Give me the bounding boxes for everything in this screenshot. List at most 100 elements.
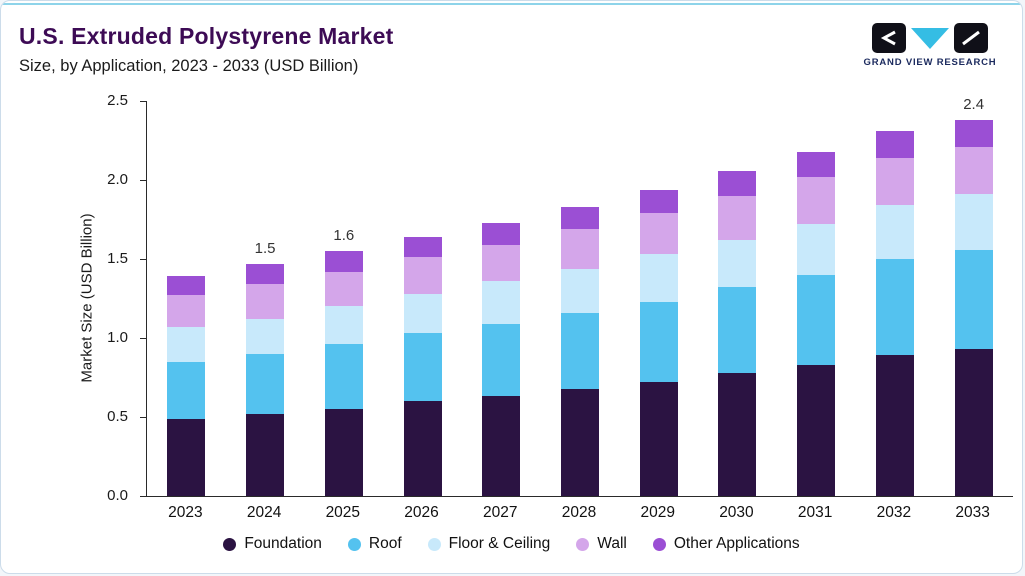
legend-item-foundation: Foundation [223, 535, 322, 553]
x-tick-label-2031: 2031 [797, 504, 833, 521]
legend-label: Floor & Ceiling [448, 535, 551, 552]
bar-segment-floor-ceiling [246, 319, 285, 354]
bar-segment-other-applications [324, 251, 363, 272]
bar-segment-wall [324, 271, 363, 307]
legend-label: Foundation [244, 535, 322, 552]
bar-segment-foundation [324, 409, 363, 496]
bar-segment-floor-ceiling [718, 240, 757, 288]
bar-segment-roof [797, 274, 836, 365]
bar-segment-roof [561, 312, 599, 389]
bar-segment-foundation [797, 364, 836, 496]
bar-segment-floor-ceiling [403, 293, 442, 334]
bar-segment-foundation [482, 396, 521, 496]
x-tick-label-2029: 2029 [640, 504, 675, 521]
legend-dot-icon [223, 537, 237, 551]
bar-segment-wall [718, 195, 757, 241]
legend-label: Wall [597, 535, 627, 552]
y-axis: 0.0 0.5 1.0 1.5 2.0 2.5 [1, 92, 146, 504]
bar-segment-wall [797, 176, 836, 225]
x-tick-label-2027: 2027 [483, 504, 518, 521]
bar-2031 [797, 151, 836, 496]
y-tick-mark [140, 496, 146, 497]
y-tick-mark [140, 180, 146, 181]
bar-segment-other-applications [954, 119, 993, 147]
x-axis-labels: 2023 2024 2025 2026 2027 2028 2029 2030 2031 2032… [146, 504, 1012, 526]
bar-segment-floor-ceiling [167, 326, 206, 362]
bar-2026 [403, 236, 442, 496]
top-accent-line [1, 3, 1022, 5]
y-tick-label-2.0: 2.0 [107, 171, 128, 188]
y-tick-label-0.5: 0.5 [107, 408, 128, 425]
legend-dot-icon [576, 537, 590, 551]
bar-value-label-2025: 1.6 [333, 227, 355, 245]
bar-segment-floor-ceiling [954, 194, 993, 250]
legend-item-wall: Wall [576, 535, 627, 553]
y-tick-label-1.0: 1.0 [107, 329, 128, 346]
bar-segment-floor-ceiling [639, 254, 678, 302]
grand-view-research-logo: GRAND VIEW RESEARCH [854, 23, 1006, 68]
x-tick-label-2032: 2032 [876, 504, 912, 521]
bar-segment-wall [167, 295, 206, 327]
chart-header: U.S. Extruded Polystyrene Market Size, b… [19, 23, 394, 76]
legend-label: Other Applications [673, 535, 800, 552]
bar-segment-floor-ceiling [797, 224, 836, 275]
bar-segment-wall [482, 244, 521, 282]
legend-item-other-applications: Other Applications [652, 535, 800, 553]
bar-segment-foundation [246, 413, 285, 496]
bar-segment-other-applications [561, 206, 599, 229]
bar-segment-foundation [403, 401, 442, 496]
bar-segment-roof [403, 333, 442, 402]
y-tick-mark [140, 101, 146, 102]
legend-dot-icon [347, 537, 361, 551]
bar-segment-roof [167, 361, 206, 419]
bar-segment-other-applications [403, 236, 442, 258]
plot-area: 1.5 1.6 2.4 [146, 96, 1013, 497]
bar-2033 [954, 119, 993, 496]
x-tick-label-2023: 2023 [168, 504, 203, 521]
legend-item-floor-ceiling: Floor & Ceiling [427, 535, 551, 553]
x-tick-label-2033: 2033 [955, 504, 990, 521]
y-tick-label-2.5: 2.5 [107, 92, 128, 109]
bar-segment-roof [246, 353, 285, 414]
bar-2025 [324, 251, 363, 496]
bar-segment-wall [875, 157, 914, 206]
x-tick-label-2028: 2028 [561, 504, 597, 521]
y-tick-mark [140, 417, 146, 418]
bar-segment-other-applications [246, 263, 285, 285]
chart-legend: Foundation Roof Floor & Ceiling Wall Other A… [1, 535, 1022, 553]
page-subtitle: Size, by Application, 2023 - 2033 (USD B… [19, 57, 359, 75]
bar-segment-floor-ceiling [324, 306, 363, 345]
bar-segment-other-applications [167, 276, 206, 296]
y-tick-label-1.5: 1.5 [107, 250, 128, 267]
bar-segment-floor-ceiling [482, 281, 521, 324]
page-title: U.S. Extruded Polystyrene Market [19, 23, 394, 49]
bar-2024 [246, 263, 285, 496]
bar-2023 [167, 276, 206, 496]
bar-segment-roof [482, 323, 521, 397]
bar-segment-wall [403, 257, 442, 294]
x-tick-label-2025: 2025 [325, 504, 361, 521]
bar-segment-roof [639, 301, 678, 383]
bar-segment-other-applications [639, 189, 678, 214]
bar-segment-foundation [718, 372, 757, 496]
bar-segment-foundation [167, 418, 206, 496]
bar-2027 [482, 222, 521, 496]
bar-segment-foundation [561, 388, 599, 496]
legend-dot-icon [652, 537, 666, 551]
bar-segment-other-applications [482, 222, 521, 245]
bar-segment-foundation [639, 382, 678, 496]
bar-segment-foundation [875, 355, 914, 496]
x-tick-label-2024: 2024 [246, 504, 282, 521]
bar-2030 [718, 170, 757, 496]
bar-segment-roof [875, 259, 914, 356]
bar-value-label-2033: 2.4 [963, 95, 985, 113]
x-tick-label-2030: 2030 [719, 504, 754, 521]
bar-value-label-2024: 1.5 [254, 239, 276, 257]
legend-label: Roof [368, 535, 402, 552]
bar-segment-other-applications [718, 170, 757, 196]
legend-dot-icon [427, 537, 441, 551]
bar-segment-wall [561, 229, 599, 269]
bar-segment-wall [639, 213, 678, 255]
y-tick-mark [140, 338, 146, 339]
